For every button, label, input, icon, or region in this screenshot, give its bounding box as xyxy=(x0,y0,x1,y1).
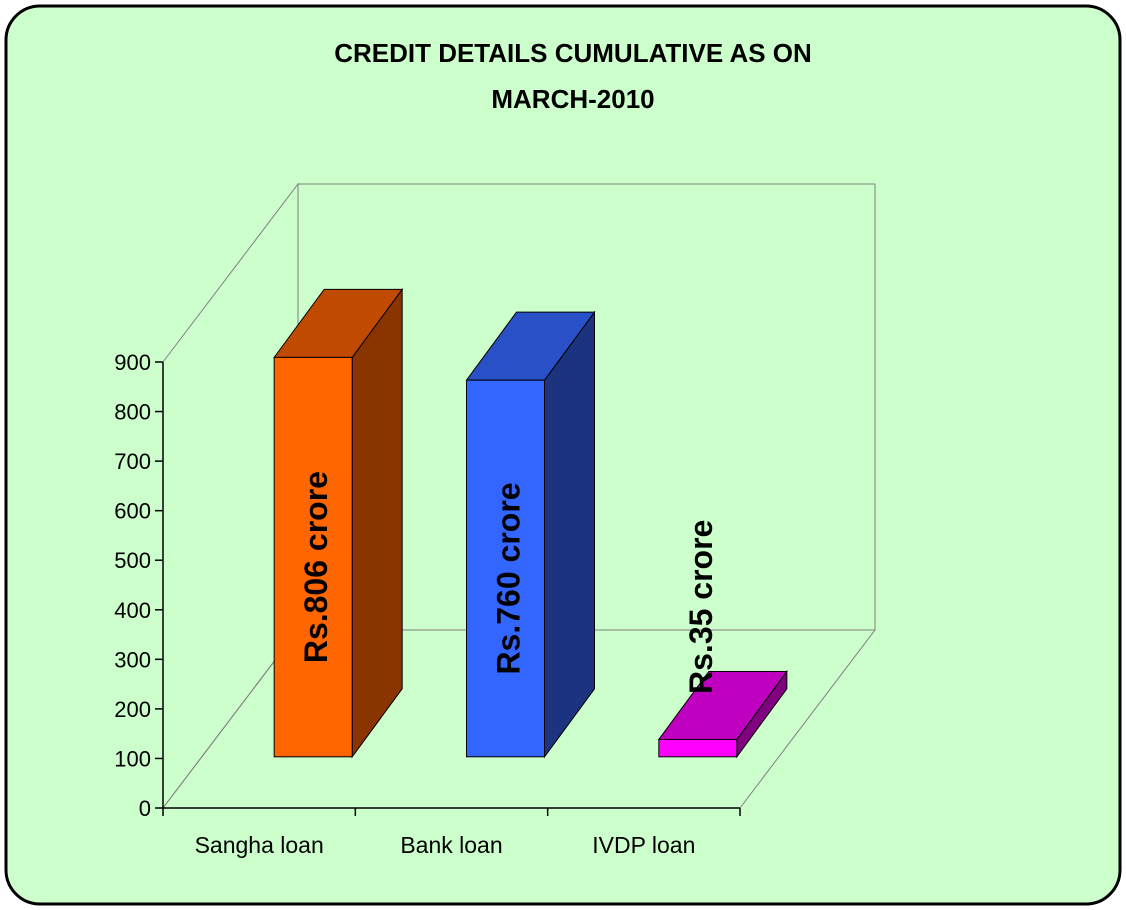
bar-front xyxy=(273,356,353,758)
bar: Rs.35 crore xyxy=(657,520,788,759)
bar-front xyxy=(658,738,738,758)
back-wall xyxy=(298,183,876,630)
bar: Rs.760 crore xyxy=(465,310,596,759)
data-label: Rs.806 crore xyxy=(298,471,334,663)
bar-side xyxy=(351,287,403,759)
y-tick-label: 700 xyxy=(114,449,151,474)
bar-front xyxy=(466,379,545,758)
x-axis: Sangha loan Bank loan IVDP loan xyxy=(162,808,741,858)
y-tick-label: 200 xyxy=(114,697,151,722)
y-tick-label: 900 xyxy=(114,350,151,375)
bar-side xyxy=(544,310,595,759)
chart-title-line-1: CREDIT DETAILS CUMULATIVE AS ON xyxy=(334,38,812,68)
y-tick-label: 500 xyxy=(114,548,151,573)
y-tick-label: 0 xyxy=(139,796,151,821)
bar: Rs.806 crore xyxy=(273,287,404,759)
y-axis: 0 100 200 300 400 500 600 700 800 900 xyxy=(114,350,163,821)
y-tick-label: 800 xyxy=(114,400,151,425)
data-label: Rs.35 crore xyxy=(683,520,719,694)
y-tick-label: 300 xyxy=(114,647,151,672)
y-tick-label: 100 xyxy=(114,746,151,771)
x-category-label: Bank loan xyxy=(400,832,502,858)
x-category-label: IVDP loan xyxy=(592,832,695,858)
data-label: Rs.760 crore xyxy=(491,482,527,674)
chart-title-line-2: MARCH-2010 xyxy=(491,84,654,114)
y-tick-label: 600 xyxy=(114,499,151,524)
bars: Rs.806 crore Rs.760 crore Rs.35 crore xyxy=(273,287,788,759)
y-tick-label: 400 xyxy=(114,598,151,623)
x-category-label: Sangha loan xyxy=(195,832,324,858)
